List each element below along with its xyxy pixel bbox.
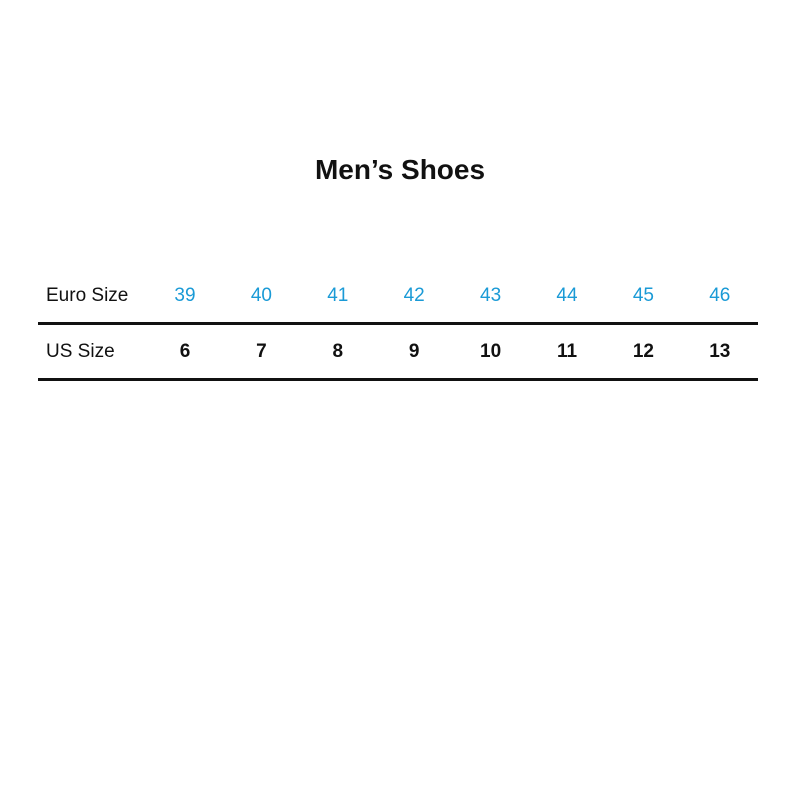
size-cell: 39 (174, 285, 196, 306)
size-cell: 13 (709, 341, 731, 362)
size-cell: 12 (632, 341, 654, 362)
row-label: Euro Size (46, 285, 129, 306)
row-label: US Size (46, 341, 115, 362)
size-cell: 8 (332, 341, 344, 362)
size-cell: 42 (403, 285, 425, 306)
page-title: Men’s Shoes (314, 154, 486, 185)
size-cell: 44 (556, 285, 578, 306)
size-cell: 9 (408, 341, 420, 362)
euro-size-row: Euro Size 39 40 41 42 43 44 45 46 (0, 281, 800, 311)
size-cell: 7 (256, 341, 267, 362)
divider (38, 378, 758, 381)
size-cell: 46 (709, 285, 731, 306)
us-size-row: US Size 6 7 8 9 10 11 12 13 (0, 337, 800, 367)
size-cell: 41 (327, 285, 349, 306)
size-cell: 40 (250, 285, 272, 306)
size-cell: 45 (632, 285, 654, 306)
size-cell: 43 (480, 285, 502, 306)
size-cell: 6 (179, 341, 191, 362)
divider (38, 322, 758, 325)
size-cell: 10 (480, 341, 502, 362)
size-cell: 11 (556, 341, 578, 362)
